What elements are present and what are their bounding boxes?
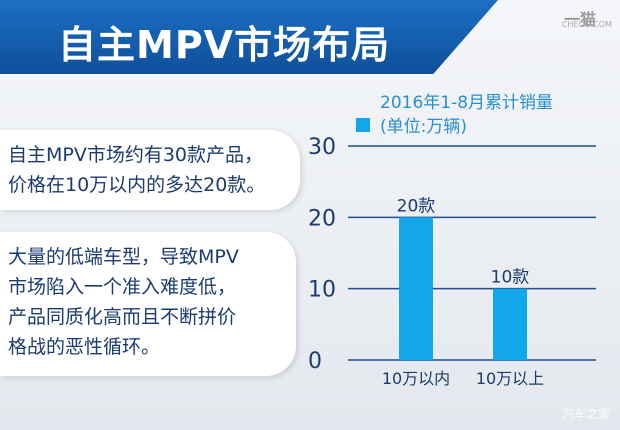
summary-line-2: 价格在10万以内的多达20款。 — [8, 174, 266, 196]
y-tick-label-0: 0 — [308, 349, 322, 374]
watermark: 汽车之家 — [561, 407, 610, 421]
analysis-line-4: 格战的恶性循环。 — [8, 336, 161, 358]
summary-box: 自主MPV市场约有30款产品， 价格在10万以内的多达20款。 — [0, 130, 300, 210]
bars — [399, 217, 527, 360]
y-tick-label-3: 30 — [308, 135, 336, 160]
x-axis-labels: 10万以内 10万以上 — [382, 369, 544, 388]
y-tick-label-2: 20 — [308, 206, 336, 231]
y-tick-label-1: 10 — [308, 278, 336, 303]
data-label-1: 10款 — [491, 268, 530, 288]
summary-line-1: 自主MPV市场约有30款产品， — [8, 144, 264, 166]
data-label-0: 20款 — [397, 196, 436, 216]
site-logo: 一猫 CHEOO.COM — [534, 6, 612, 32]
analysis-line-1: 大量的低端车型，导致MPV — [8, 246, 239, 268]
x-tick-label-1: 10万以上 — [476, 369, 544, 388]
x-tick-label-0: 10万以内 — [382, 369, 450, 388]
bar-1 — [493, 288, 527, 360]
legend-swatch — [356, 118, 370, 132]
chart-unit-label: (单位:万辆) — [380, 117, 467, 137]
page-title: 自主MPV市场布局 — [58, 23, 391, 67]
analysis-line-3: 产品同质化高而且不断拼价 — [8, 306, 237, 328]
sales-bar-chart: 2016年1-8月累计销量 (单位:万辆) 0 10 20 30 20款 10款 10万… — [308, 93, 596, 388]
logo-main-text: 一猫 — [563, 10, 596, 29]
y-axis-ticks: 0 10 20 30 — [308, 135, 336, 374]
bar-0 — [399, 217, 433, 360]
analysis-box: 大量的低端车型，导致MPV 市场陷入一个准入难度低， 产品同质化高而且不断拼价 … — [0, 232, 296, 376]
logo-sub-text: CHEOO.COM — [561, 20, 612, 29]
data-labels: 20款 10款 — [397, 196, 530, 287]
chart-title: 2016年1-8月累计销量 — [380, 93, 553, 113]
grid-lines — [348, 145, 596, 361]
title-banner: 自主MPV市场布局 — [0, 0, 498, 74]
analysis-line-2: 市场陷入一个准入难度低， — [8, 276, 237, 298]
